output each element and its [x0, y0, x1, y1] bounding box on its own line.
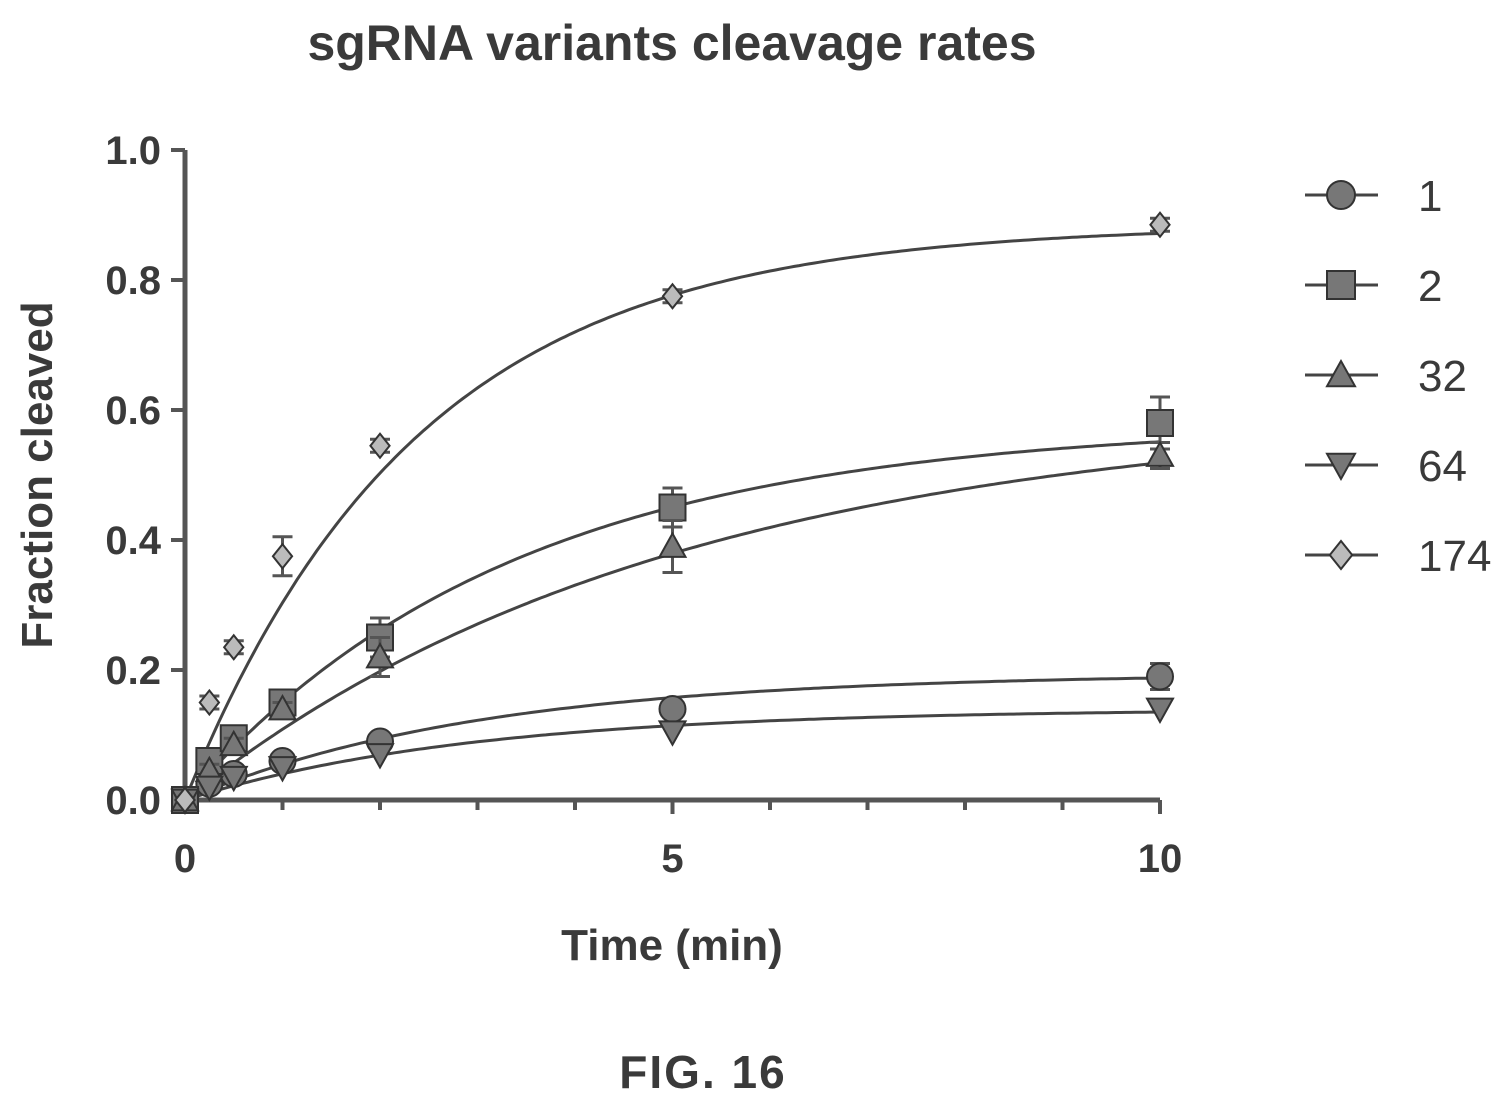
series-64-point-3 [267, 756, 298, 783]
series-64-point-4 [365, 743, 395, 770]
legend-1-label: 1 [1418, 172, 1442, 221]
series-32-point-4 [365, 641, 395, 669]
legend-32-label: 32 [1418, 352, 1467, 401]
y-tick-label-3: 0.6 [105, 389, 161, 433]
x-axis-title: Time (min) [561, 921, 783, 970]
series-64-point-1 [194, 775, 225, 803]
series-1-point-6 [1146, 662, 1174, 691]
y-tick-label-5: 1.0 [105, 129, 161, 173]
y-tick-label-1: 0.2 [105, 649, 161, 693]
chart-title: sgRNA variants cleavage rates [307, 15, 1036, 71]
series-174-point-2 [222, 633, 245, 661]
series-32-point-2 [219, 729, 249, 757]
series-174-point-1 [198, 688, 221, 717]
series-64-point-6 [1145, 697, 1175, 725]
series-1-point-5 [658, 695, 687, 723]
legend-2-label: 2 [1418, 262, 1442, 311]
points-layer [170, 211, 1175, 816]
series-174-point-0 [174, 786, 196, 814]
series-64-point-5 [657, 720, 688, 747]
series-2-point-6 [1146, 409, 1174, 437]
y-tick-label-0: 0.0 [105, 779, 161, 823]
series-32-point-3 [267, 693, 298, 721]
legend-174-label: 174 [1418, 532, 1491, 581]
x-tick-label-0: 0 [174, 837, 196, 881]
y-tick-label-2: 0.4 [105, 519, 161, 563]
series-32-point-5 [657, 531, 688, 558]
ticks-layer: 0.0 0.2 0.4 0.6 0.8 1.0 0 5 10 [105, 129, 1182, 881]
series-174-point-3 [271, 542, 294, 570]
series-174-point-6 [1149, 211, 1171, 239]
figure-label: FIG. 16 [619, 1046, 786, 1098]
legend-2-marker [1326, 270, 1356, 300]
x-tick-label-1: 5 [661, 837, 683, 881]
legend-174-marker [1328, 539, 1354, 571]
legend-1-marker [1326, 180, 1356, 210]
series-32-point-6 [1145, 440, 1175, 467]
x-tick-label-2: 10 [1138, 837, 1183, 881]
legend-32-marker [1325, 358, 1357, 388]
legend-64-marker [1325, 452, 1357, 482]
y-tick-label-4: 0.8 [105, 259, 161, 303]
legend-64-label: 64 [1418, 442, 1467, 491]
series-64-point-2 [219, 765, 249, 793]
series-174-point-5 [661, 282, 684, 310]
y-axis-title: Fraction cleaved [13, 301, 62, 648]
series-2-point-5 [658, 493, 687, 522]
series-174-point-4 [369, 432, 391, 460]
legend: 1 2 32 64 174 [1305, 172, 1491, 581]
